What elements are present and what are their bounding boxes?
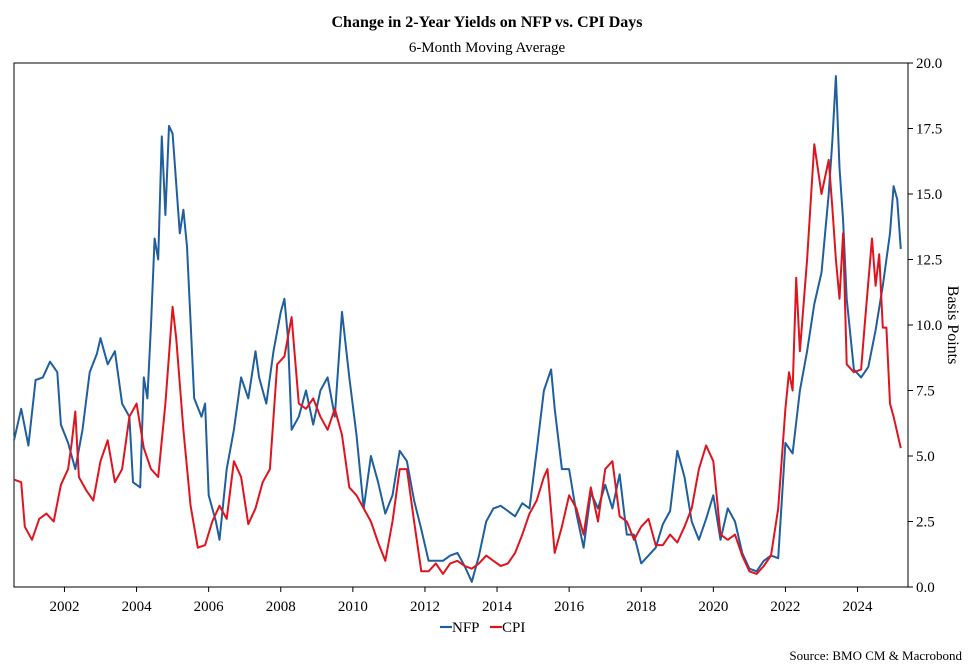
source-note: Source: BMO CM & Macrobond — [789, 648, 962, 663]
y-tick-label: 17.5 — [916, 122, 942, 138]
series-line-nfp — [13, 75, 902, 583]
legend-label-cpi: CPI — [502, 620, 525, 636]
series-line-cpi — [13, 143, 902, 575]
x-tick-label: 2012 — [410, 599, 440, 615]
y-tick-label: 0.0 — [916, 580, 935, 596]
y-tick-label: 7.5 — [916, 384, 935, 400]
y-tick-label: 5.0 — [916, 449, 935, 465]
y-tick-label: 12.5 — [916, 253, 942, 269]
y-tick-label: 15.0 — [916, 187, 942, 203]
plot-frame — [13, 62, 909, 588]
x-axis: 2002 2004 2006 2008 2010 2012 2014 2016 2018 2020… — [49, 587, 873, 615]
x-tick-label: 2024 — [843, 599, 874, 615]
legend: NFP CPI — [440, 620, 525, 636]
x-tick-label: 2010 — [338, 599, 368, 615]
x-tick-label: 2022 — [770, 599, 800, 615]
x-tick-label: 2006 — [194, 599, 225, 615]
y-tick-label: 20.0 — [916, 56, 942, 72]
x-tick-label: 2018 — [626, 599, 656, 615]
x-tick-label: 2016 — [554, 599, 585, 615]
y-tick-label: 2.5 — [916, 515, 935, 531]
chart-title: Change in 2-Year Yields on NFP vs. CPI D… — [332, 14, 643, 31]
x-tick-label: 2014 — [482, 599, 513, 615]
chart-subtitle: 6-Month Moving Average — [409, 40, 566, 56]
series-lines — [13, 75, 902, 583]
y-axis: 0.0 2.5 5.0 7.5 10.0 12.5 15.0 17.5 20.0 — [908, 56, 942, 596]
x-tick-label: 2004 — [122, 599, 153, 615]
legend-label-nfp: NFP — [452, 620, 480, 636]
x-tick-label: 2002 — [49, 599, 79, 615]
y-tick-label: 10.0 — [916, 318, 942, 334]
x-tick-label: 2008 — [266, 599, 296, 615]
x-tick-label: 2020 — [698, 599, 728, 615]
y-axis-label: Basis Points — [944, 286, 961, 365]
